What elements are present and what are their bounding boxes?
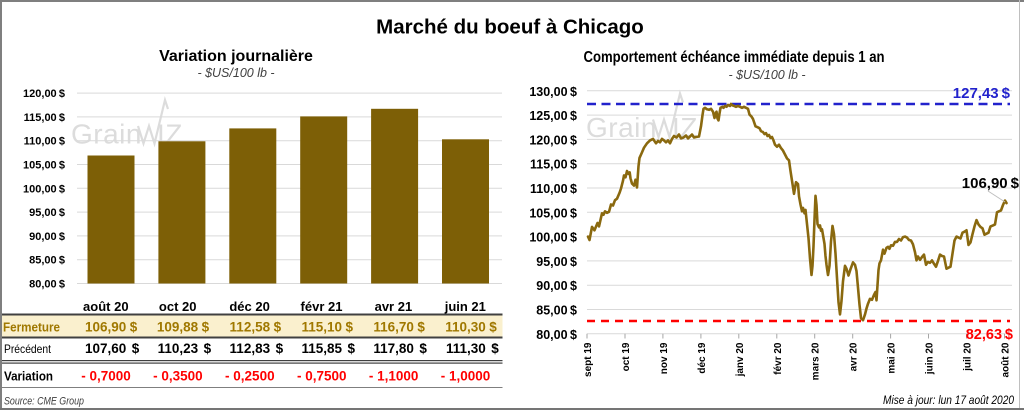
svg-text:115,85: 115,85 [301, 341, 342, 356]
svg-text:$: $ [274, 320, 282, 335]
svg-text:- 0,7000: - 0,7000 [81, 369, 131, 384]
svg-text:100,00 $: 100,00 $ [23, 183, 65, 195]
svg-text:127,43 $: 127,43 $ [953, 85, 1011, 102]
svg-text:$: $ [276, 341, 284, 356]
svg-text:112,58: 112,58 [230, 320, 271, 335]
svg-text:105,00 $: 105,00 $ [23, 160, 65, 172]
svg-text:sept 19: sept 19 [583, 342, 594, 377]
svg-text:105,00 $: 105,00 $ [529, 206, 577, 220]
svg-text:- 0,3500: - 0,3500 [153, 369, 203, 384]
svg-text:nov 19: nov 19 [659, 342, 670, 374]
svg-text:$: $ [132, 341, 140, 356]
svg-text:juil 20: juil 20 [963, 342, 974, 372]
svg-text:Comportement échéance immédiat: Comportement échéance immédiate depuis 1… [584, 49, 885, 66]
svg-text:111,30: 111,30 [446, 341, 486, 356]
svg-text:117,80: 117,80 [373, 341, 414, 356]
svg-text:Marché du boeuf à Chicago: Marché du boeuf à Chicago [376, 16, 644, 39]
svg-text:- 0,2500: - 0,2500 [225, 369, 275, 384]
svg-text:$: $ [204, 341, 212, 356]
svg-text:déc 20: déc 20 [229, 299, 269, 314]
svg-text:115,00 $: 115,00 $ [24, 112, 65, 124]
svg-text:- 0,7500: - 0,7500 [297, 369, 347, 384]
svg-text:95,00 $: 95,00 $ [536, 255, 577, 269]
svg-text:juin 21: juin 21 [444, 299, 486, 314]
svg-text:$: $ [419, 341, 427, 356]
svg-text:Variation: Variation [4, 369, 53, 384]
svg-text:80,00 $: 80,00 $ [29, 279, 65, 291]
svg-text:$: $ [347, 341, 355, 356]
svg-text:$: $ [345, 320, 353, 335]
svg-text:130,00 $: 130,00 $ [529, 85, 577, 99]
svg-text:- 1,1000: - 1,1000 [369, 369, 419, 384]
svg-text:125,00 $: 125,00 $ [529, 109, 577, 123]
svg-text:110,23: 110,23 [158, 341, 199, 356]
svg-text:90,00 $: 90,00 $ [536, 279, 577, 293]
svg-text:août 20: août 20 [1001, 342, 1012, 377]
svg-text:Source: CME Group: Source: CME Group [4, 395, 84, 407]
svg-text:107,60: 107,60 [85, 341, 126, 356]
svg-text:avr 21: avr 21 [375, 299, 413, 314]
svg-text:110,00 $: 110,00 $ [24, 136, 65, 148]
svg-text:112,83: 112,83 [230, 341, 271, 356]
svg-text:mai 20: mai 20 [887, 342, 898, 374]
svg-text:déc 19: déc 19 [697, 342, 708, 374]
svg-text:Fermeture: Fermeture [3, 321, 60, 335]
svg-text:août 20: août 20 [83, 299, 129, 314]
svg-text:$: $ [202, 320, 210, 335]
svg-text:95,00 $: 95,00 $ [29, 207, 65, 219]
svg-text:106,90: 106,90 [85, 320, 126, 335]
svg-text:115,00 $: 115,00 $ [530, 158, 577, 172]
svg-text:$: $ [130, 320, 138, 335]
svg-text:avr 20: avr 20 [849, 342, 860, 371]
svg-text:110,00 $: 110,00 $ [530, 182, 577, 196]
svg-text:100,00 $: 100,00 $ [529, 231, 577, 245]
svg-text:80,00 $: 80,00 $ [536, 328, 577, 342]
svg-text:120,00 $: 120,00 $ [529, 133, 577, 147]
svg-text:- 1,0000: - 1,0000 [441, 369, 491, 384]
svg-text:$: $ [491, 341, 499, 356]
svg-text:85,00 $: 85,00 $ [29, 255, 65, 267]
svg-text:Grain: Grain [586, 112, 657, 143]
svg-text:90,00 $: 90,00 $ [29, 231, 65, 243]
svg-text:109,88: 109,88 [157, 320, 199, 335]
svg-text:févr 21: févr 21 [301, 299, 343, 314]
svg-text:- $US/100 lb -: - $US/100 lb - [728, 68, 805, 82]
svg-text:82,63 $: 82,63 $ [966, 327, 1013, 343]
svg-text:$: $ [489, 320, 497, 335]
svg-text:120,00 $: 120,00 $ [23, 88, 65, 100]
svg-text:110,30: 110,30 [445, 320, 486, 335]
svg-text:Grain: Grain [71, 119, 142, 150]
svg-text:85,00 $: 85,00 $ [536, 304, 577, 318]
svg-text:juin 20: juin 20 [925, 342, 936, 375]
svg-text:oct 19: oct 19 [621, 342, 632, 371]
svg-text:Mise à jour: lun 17 août 2020: Mise à jour: lun 17 août 2020 [883, 393, 1014, 407]
svg-text:115,10: 115,10 [301, 320, 342, 335]
svg-text:Précédent: Précédent [4, 342, 52, 356]
svg-text:106,90 $: 106,90 $ [962, 175, 1020, 192]
svg-text:févr 20: févr 20 [773, 342, 784, 375]
svg-text:- $US/100 lb -: - $US/100 lb - [197, 66, 274, 80]
svg-text:oct 20: oct 20 [159, 299, 197, 314]
svg-text:mars 20: mars 20 [811, 342, 822, 380]
svg-text:Variation journalière: Variation journalière [159, 48, 313, 65]
svg-text:janv 20: janv 20 [735, 342, 746, 377]
svg-text:116,70: 116,70 [373, 320, 414, 335]
svg-text:$: $ [417, 320, 425, 335]
